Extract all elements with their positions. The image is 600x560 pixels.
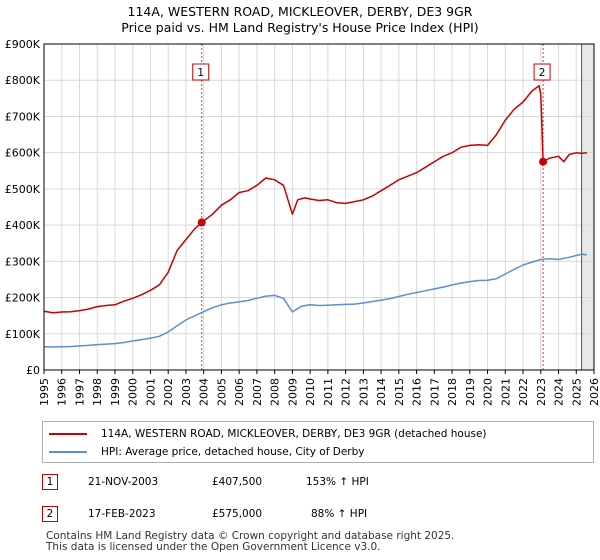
sale-point [539, 157, 548, 166]
x-tick-label: 2005 [215, 378, 228, 406]
y-tick-label: £700K [5, 110, 41, 123]
x-tick-label: 1998 [91, 378, 104, 406]
legend-swatch-hpi [49, 451, 87, 453]
transaction-price: £407,500 [212, 476, 263, 488]
legend: 114A, WESTERN ROAD, MICKLEOVER, DERBY, D… [42, 421, 594, 463]
x-tick-label: 2008 [269, 378, 282, 406]
plot-area [44, 44, 594, 370]
sale-label-box [533, 63, 551, 81]
x-tick-label: 2025 [570, 378, 583, 406]
footer: Contains HM Land Registry data © Crown c… [46, 531, 454, 553]
x-tick-label: 1997 [73, 378, 86, 406]
x-tick-label: 2012 [340, 378, 353, 406]
transaction-row: 1 21-NOV-2003 £407,500 153% ↑ HPI [42, 474, 594, 492]
transaction-date: 17-FEB-2023 [88, 508, 156, 520]
footer-licence: This data is licensed under the Open Gov… [46, 541, 381, 553]
sale-label: 1 [197, 67, 204, 79]
x-tick-label: 2024 [553, 378, 566, 406]
plot-frame [43, 43, 595, 371]
sale-label: 2 [539, 67, 546, 79]
y-tick-label: £0 [26, 364, 40, 377]
chart-subtitle: Price paid vs. HM Land Registry's House … [121, 20, 479, 35]
x-tick-label: 2015 [393, 378, 406, 406]
price-chart: £0 £100K £200K £300K £400K £500K £600K £700K £80… [5, 38, 600, 406]
x-tick-label: 1999 [109, 378, 122, 406]
y-tick-label: £600K [5, 147, 41, 160]
footer-copyright: Contains HM Land Registry data © Crown c… [46, 530, 455, 542]
legend-swatch-property [49, 433, 87, 435]
x-tick-label: 2023 [535, 378, 548, 406]
x-tick-label: 2019 [464, 378, 477, 406]
x-tick-label: 2007 [251, 378, 264, 406]
x-tick-label: 2014 [375, 378, 388, 406]
transaction-hpi: 153% ↑ HPI [306, 476, 369, 488]
legend-item-property: 114A, WESTERN ROAD, MICKLEOVER, DERBY, D… [49, 427, 487, 441]
y-tick-label: £100K [5, 328, 41, 341]
x-tick-label: 2004 [198, 378, 211, 406]
transaction-price: £575,000 [212, 508, 263, 520]
x-tick-label: 2002 [162, 378, 175, 406]
forecast-shade [581, 44, 594, 370]
legend-label-property: 114A, WESTERN ROAD, MICKLEOVER, DERBY, D… [101, 428, 487, 440]
series-line-hpi [43, 253, 587, 348]
x-tick-label: 2000 [127, 378, 140, 406]
x-tick-label: 2020 [482, 378, 495, 406]
x-tick-label: 2026 [588, 378, 600, 406]
transaction-row: 2 17-FEB-2023 £575,000 88% ↑ HPI [42, 506, 594, 524]
x-tick-label: 2011 [322, 378, 335, 406]
x-tick-label: 2022 [517, 378, 530, 406]
x-tick-label: 2009 [286, 378, 299, 406]
transaction-hpi: 88% ↑ HPI [311, 508, 368, 520]
x-tick-label: 2010 [304, 378, 317, 406]
x-tick-label: 2017 [428, 378, 441, 406]
legend-label-hpi: HPI: Average price, detached house, City… [101, 446, 365, 458]
x-tick-label: 1995 [38, 378, 51, 406]
y-tick-label: £200K [5, 292, 41, 305]
y-tick-label: £500K [5, 183, 41, 196]
series-line-property [43, 84, 587, 314]
y-tick-label: £900K [5, 38, 41, 51]
x-tick-label: 2003 [180, 378, 193, 406]
sale-label-box [192, 63, 210, 81]
x-tick-label: 1996 [56, 378, 69, 406]
x-tick-label: 2001 [144, 378, 157, 406]
y-tick-label: £300K [5, 255, 41, 268]
chart-title: 114A, WESTERN ROAD, MICKLEOVER, DERBY, D… [127, 4, 473, 19]
sale-point [197, 218, 206, 227]
y-tick-label: £800K [5, 74, 41, 87]
transaction-date: 21-NOV-2003 [88, 476, 159, 488]
x-tick-label: 2021 [499, 378, 512, 406]
x-tick-label: 2013 [357, 378, 370, 406]
transaction-marker-box: 2 [42, 506, 58, 522]
x-tick-label: 2016 [411, 378, 424, 406]
x-tick-label: 2006 [233, 378, 246, 406]
x-tick-label: 2018 [446, 378, 459, 406]
legend-item-hpi: HPI: Average price, detached house, City… [49, 445, 364, 459]
transaction-marker-box: 1 [42, 474, 58, 490]
y-tick-label: £400K [5, 219, 41, 232]
